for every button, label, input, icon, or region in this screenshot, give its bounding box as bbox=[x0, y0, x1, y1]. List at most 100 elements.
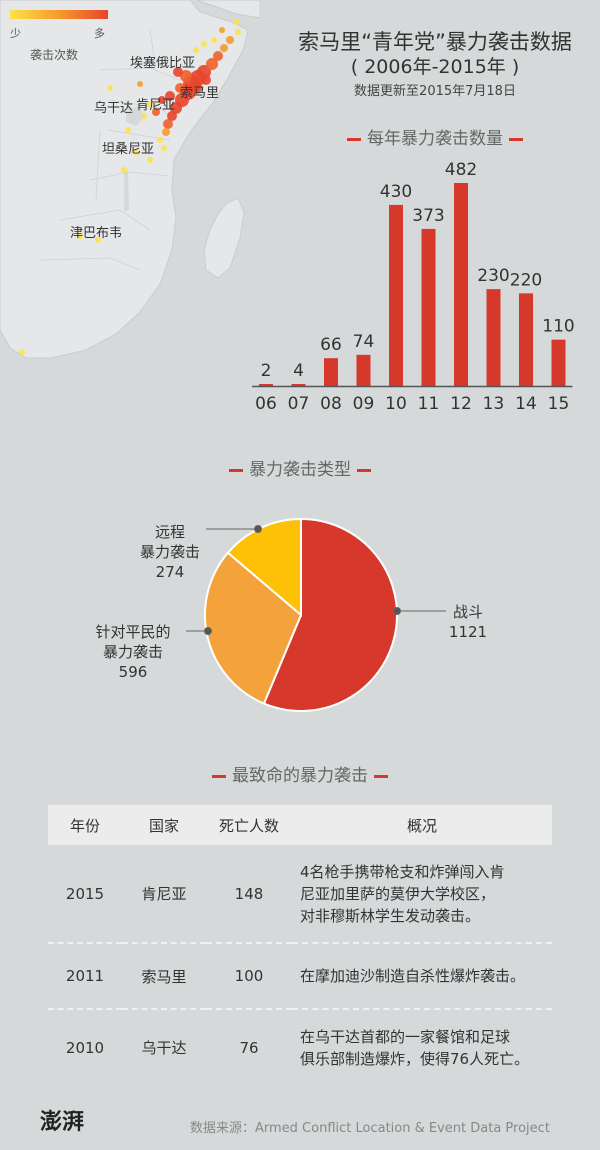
attack-dot bbox=[167, 111, 177, 121]
table-header-row: 年份 国家 死亡人数 概况 bbox=[48, 805, 552, 845]
page-subtitle: ( 2006年-2015年 ) bbox=[350, 56, 520, 78]
x-tick-label: 09 bbox=[353, 394, 375, 414]
data-source: 数据来源：Armed Conflict Location & Event Dat… bbox=[190, 1121, 550, 1136]
cell-deaths: 100 bbox=[206, 943, 292, 1010]
attack-dot bbox=[157, 137, 163, 143]
cell-year: 2015 bbox=[48, 845, 122, 944]
cell-deaths: 148 bbox=[206, 845, 292, 944]
attack-dot bbox=[162, 128, 170, 136]
bar-14 bbox=[519, 293, 533, 386]
bar-value-label: 66 bbox=[320, 335, 342, 355]
attack-dot bbox=[121, 167, 127, 173]
section-deadliest-title: 最致命的暴力袭击 bbox=[232, 766, 368, 786]
pie-chart bbox=[186, 517, 446, 712]
bar-value-label: 110 bbox=[542, 317, 574, 337]
pie-label-remote-line2: 暴力袭击 bbox=[139, 543, 200, 561]
cell-year: 2011 bbox=[48, 943, 122, 1010]
attack-dot bbox=[211, 37, 217, 43]
bar-09 bbox=[356, 354, 371, 386]
page-title: 索马里“青年党”暴力袭击数据 bbox=[298, 30, 572, 54]
summary-line: 尼亚加里萨的莫伊大学校区， bbox=[300, 884, 496, 903]
bar-12 bbox=[454, 183, 468, 386]
bar-11 bbox=[421, 228, 436, 386]
cell-summary: 4名枪手携带枪支和炸弹闯入肯 尼亚加里萨的莫伊大学校区， 对非穆斯林学生发动袭击… bbox=[292, 845, 552, 944]
attack-dot bbox=[193, 47, 199, 53]
table-row: 2010 乌干达 76 在乌干达首都的一家餐馆和足球 俱乐部制造爆炸，使得76人… bbox=[48, 1009, 552, 1085]
attack-dot bbox=[147, 101, 153, 107]
summary-line: 在摩加迪沙制造自杀性爆炸袭击。 bbox=[300, 967, 526, 985]
attack-dot bbox=[206, 58, 218, 70]
legend-high-label: 多 bbox=[94, 27, 105, 40]
attack-dot bbox=[141, 113, 147, 119]
heading-dash-right bbox=[509, 137, 523, 141]
x-tick-label: 13 bbox=[483, 394, 505, 414]
heading-dash-left bbox=[229, 468, 243, 472]
pie-label-civilian-line2: 暴力袭击 bbox=[102, 643, 163, 661]
heading-dash-right bbox=[357, 468, 371, 472]
pie-leader-dot-battle bbox=[393, 607, 401, 615]
update-note: 数据更新至2015年7月18日 bbox=[354, 84, 516, 99]
col-header-summary: 概况 bbox=[292, 805, 552, 845]
heading-dash-right bbox=[374, 774, 388, 778]
summary-line: 4名枪手携带枪支和炸弹闯入肯 bbox=[300, 862, 505, 881]
attack-dot bbox=[175, 83, 185, 93]
attack-dot bbox=[173, 67, 183, 77]
col-header-deaths: 死亡人数 bbox=[206, 805, 292, 845]
map-label-kenya: 肯尼亚 bbox=[136, 98, 176, 113]
attack-dot bbox=[95, 237, 101, 243]
deadliest-attacks-table: 年份 国家 死亡人数 概况 2015 肯尼亚 148 4名枪手携带枪支和炸弹闯入… bbox=[48, 805, 552, 1085]
pie-label-battle: 战斗 1121 bbox=[438, 602, 498, 642]
attack-dot bbox=[170, 102, 182, 114]
x-tick-label: 06 bbox=[255, 394, 277, 414]
pie-label-remote-line1: 远程 bbox=[154, 523, 185, 541]
pie-slice-0 bbox=[262, 517, 398, 712]
pie-slice-1 bbox=[204, 551, 303, 705]
cell-year: 2010 bbox=[65, 1038, 105, 1057]
heading-dash-left bbox=[347, 137, 361, 141]
attack-dot bbox=[137, 81, 143, 87]
attack-dot bbox=[235, 29, 241, 35]
pie-leader-dot-remote bbox=[254, 525, 262, 533]
attack-dot bbox=[125, 127, 131, 133]
summary-line: 在乌干达首都的一家餐馆和足球 bbox=[300, 1027, 511, 1046]
attack-dot bbox=[107, 85, 113, 91]
bar-value-label: 430 bbox=[380, 182, 412, 202]
brand-logo: 澎湃 bbox=[40, 1109, 85, 1135]
attack-dot bbox=[220, 44, 228, 52]
attack-dot bbox=[213, 51, 223, 61]
x-tick-label: 14 bbox=[515, 394, 537, 414]
bar-value-label: 220 bbox=[510, 270, 542, 290]
map-label-zimbabwe: 津巴布韦 bbox=[70, 226, 123, 241]
pie-label-remote: 远程 暴力袭击 274 bbox=[130, 522, 210, 582]
section-types-title: 暴力袭击类型 bbox=[249, 460, 351, 480]
attack-dot bbox=[165, 91, 175, 101]
attack-dot bbox=[233, 19, 239, 25]
section-yearly-heading: 每年暴力袭击数量 bbox=[270, 124, 600, 149]
col-header-year: 年份 bbox=[48, 805, 122, 845]
heading-dash-left bbox=[212, 774, 226, 778]
attack-dot bbox=[163, 119, 173, 129]
legend-title: 袭击次数 bbox=[30, 48, 79, 62]
bar-value-label: 74 bbox=[353, 332, 375, 352]
cell-country: 肯尼亚 bbox=[122, 845, 206, 944]
attack-dot bbox=[180, 70, 192, 82]
attack-dot bbox=[226, 36, 234, 44]
cell-deaths: 76 bbox=[239, 1038, 259, 1057]
bar-07 bbox=[291, 384, 306, 386]
attack-dot bbox=[152, 108, 160, 116]
map-label-ethiopia: 埃塞俄比亚 bbox=[130, 56, 196, 71]
x-tick-label: 11 bbox=[418, 394, 440, 414]
summary-line: 对非穆斯林学生发动袭击。 bbox=[300, 906, 481, 925]
map-label-somalia: 索马里 bbox=[180, 86, 220, 101]
x-tick-label: 12 bbox=[450, 394, 472, 414]
section-types-heading: 暴力袭击类型 bbox=[0, 455, 600, 480]
pie-label-civilian: 针对平民的 暴力袭击 596 bbox=[78, 622, 188, 682]
bar-10 bbox=[389, 204, 403, 386]
table-row: 2015 肯尼亚 148 4名枪手携带枪支和炸弹闯入肯 尼亚加里萨的莫伊大学校区… bbox=[48, 845, 552, 944]
x-tick-label: 08 bbox=[320, 394, 342, 414]
bar-value-label: 2 bbox=[261, 361, 272, 381]
bar-value-label: 4 bbox=[293, 361, 304, 381]
bar-value-label: 373 bbox=[412, 206, 444, 226]
pie-label-battle-name: 战斗 bbox=[452, 603, 483, 621]
cell-summary: 在乌干达首都的一家餐馆和足球 俱乐部制造爆炸，使得76人死亡。 bbox=[292, 1009, 552, 1085]
